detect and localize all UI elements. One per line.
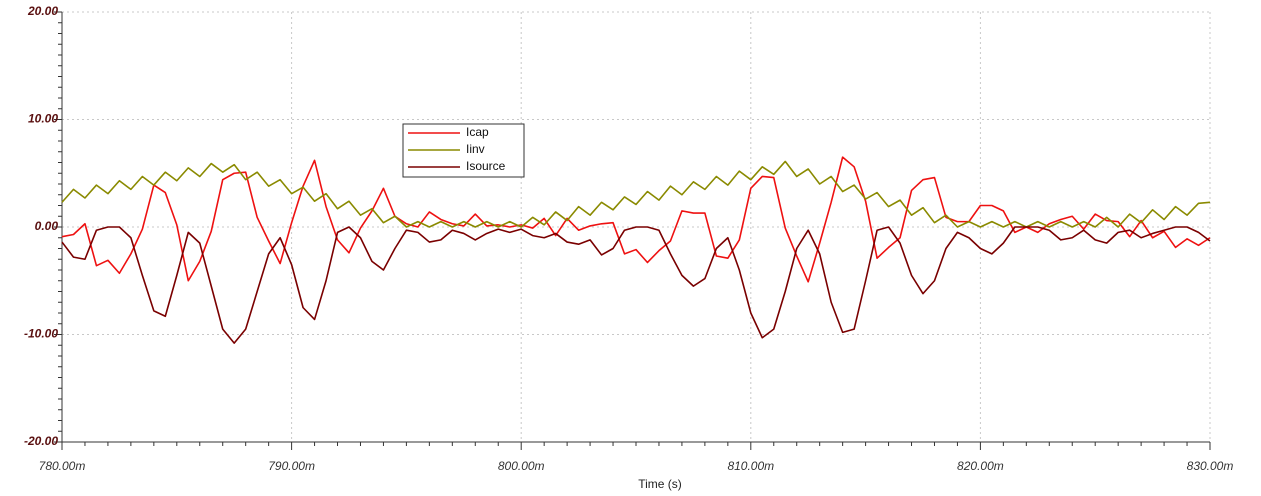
y-tick-label: 10.00	[28, 112, 58, 126]
x-tick-label: 800.00m	[498, 459, 545, 473]
legend-label: Isource	[466, 159, 506, 173]
x-tick-label: 790.00m	[268, 459, 315, 473]
series-line	[61, 160, 1211, 228]
x-axis-label: Time (s)	[638, 477, 682, 491]
legend-label: Iinv	[466, 142, 485, 156]
x-tick-label: 820.00m	[957, 459, 1004, 473]
x-tick-label: 780.00m	[39, 459, 86, 473]
y-tick-label: 0.00	[35, 219, 59, 233]
y-tick-label: 20.00	[27, 4, 58, 18]
x-tick-label: 830.00m	[1187, 459, 1234, 473]
legend-label: Icap	[466, 125, 489, 139]
series-line	[61, 156, 1211, 283]
x-tick-label: 810.00m	[727, 459, 774, 473]
legend: Icap Iinv Isource	[402, 123, 525, 178]
series-line	[61, 226, 1211, 344]
y-tick-label: -10.00	[24, 327, 58, 341]
y-tick-label: -20.00	[24, 434, 58, 448]
